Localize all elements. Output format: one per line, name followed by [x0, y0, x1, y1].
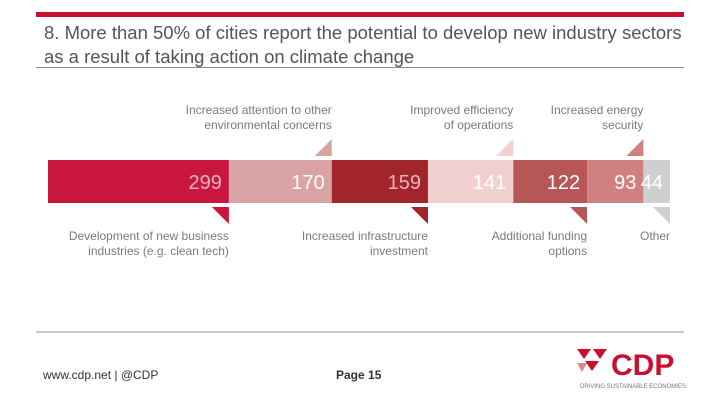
category-label-line: Other	[640, 229, 670, 243]
category-label-segment-2: Increased attention to other environmenta…	[186, 103, 332, 132]
bar-segment-3	[331, 160, 428, 203]
top-accent-bar	[36, 12, 684, 17]
bar-segment-6	[587, 160, 644, 203]
footer-website[interactable]: www.cdp.net | @CDP	[43, 368, 159, 382]
category-label-line: environmental concerns	[204, 118, 331, 132]
bar-segment-7	[643, 160, 670, 203]
category-label-line: Increased attention to other	[186, 103, 332, 117]
category-label-line: Development of new business	[69, 229, 229, 243]
pointer-segment-2	[314, 139, 332, 156]
pointer-segment-5	[570, 207, 588, 224]
pointer-segment-3	[410, 207, 428, 224]
category-label-segment-3: Increased infrastructure investment	[302, 229, 429, 258]
bar-segment-4	[427, 160, 514, 203]
category-label-line: Additional funding	[492, 229, 587, 243]
cdp-logo-tagline: DRIVING SUSTAINABLE ECONOMIES	[580, 384, 686, 390]
slide-title: 8. More than 50% of cities report the po…	[44, 22, 682, 67]
pointer-segment-7	[653, 207, 670, 224]
category-label-segment-1: Development of new business industries (e…	[69, 229, 229, 258]
category-label-line: of operations	[444, 118, 513, 132]
category-label-line: Increased energy	[551, 103, 644, 117]
value-label-segment-7: 44	[641, 172, 663, 194]
page-number: Page 15	[336, 368, 382, 382]
value-label-segment-1: 299	[189, 172, 222, 194]
category-label-line: Increased infrastructure	[302, 229, 428, 243]
bar-segment-1	[48, 160, 229, 203]
cdp-logo-text: CDP	[611, 349, 674, 382]
bar-segment-2	[228, 160, 332, 203]
category-label-line: investment	[370, 244, 429, 258]
title-divider	[36, 67, 684, 68]
category-label-line: security	[602, 118, 643, 132]
cdp-logo-mark	[577, 349, 607, 372]
value-label-segment-3: 159	[388, 172, 421, 194]
footer-divider	[36, 331, 684, 333]
category-label-segment-4: Improved efficiency of operations	[410, 103, 513, 132]
value-label-segment-5: 122	[547, 172, 580, 194]
value-label-segment-4: 141	[473, 172, 506, 194]
category-label-line: options	[548, 244, 587, 258]
category-label-segment-5: Additional funding options	[492, 229, 587, 258]
pointer-segment-4	[496, 139, 514, 156]
pointer-segment-6	[626, 139, 644, 156]
category-label-line: Improved efficiency	[410, 103, 513, 117]
stacked-bar-chart: 299 Development of new business industries…	[48, 103, 670, 258]
value-label-segment-2: 170	[291, 172, 324, 194]
pointer-segment-1	[211, 207, 229, 224]
value-label-segment-6: 93	[614, 172, 636, 194]
cdp-logo: CDP DRIVING SUSTAINABLE ECONOMIES	[577, 349, 686, 390]
bar-segment-5	[513, 160, 588, 203]
category-label-segment-7: Other	[640, 229, 670, 243]
category-label-line: industries (e.g. clean tech)	[88, 244, 229, 258]
category-label-segment-6: Increased energy security	[551, 103, 644, 132]
